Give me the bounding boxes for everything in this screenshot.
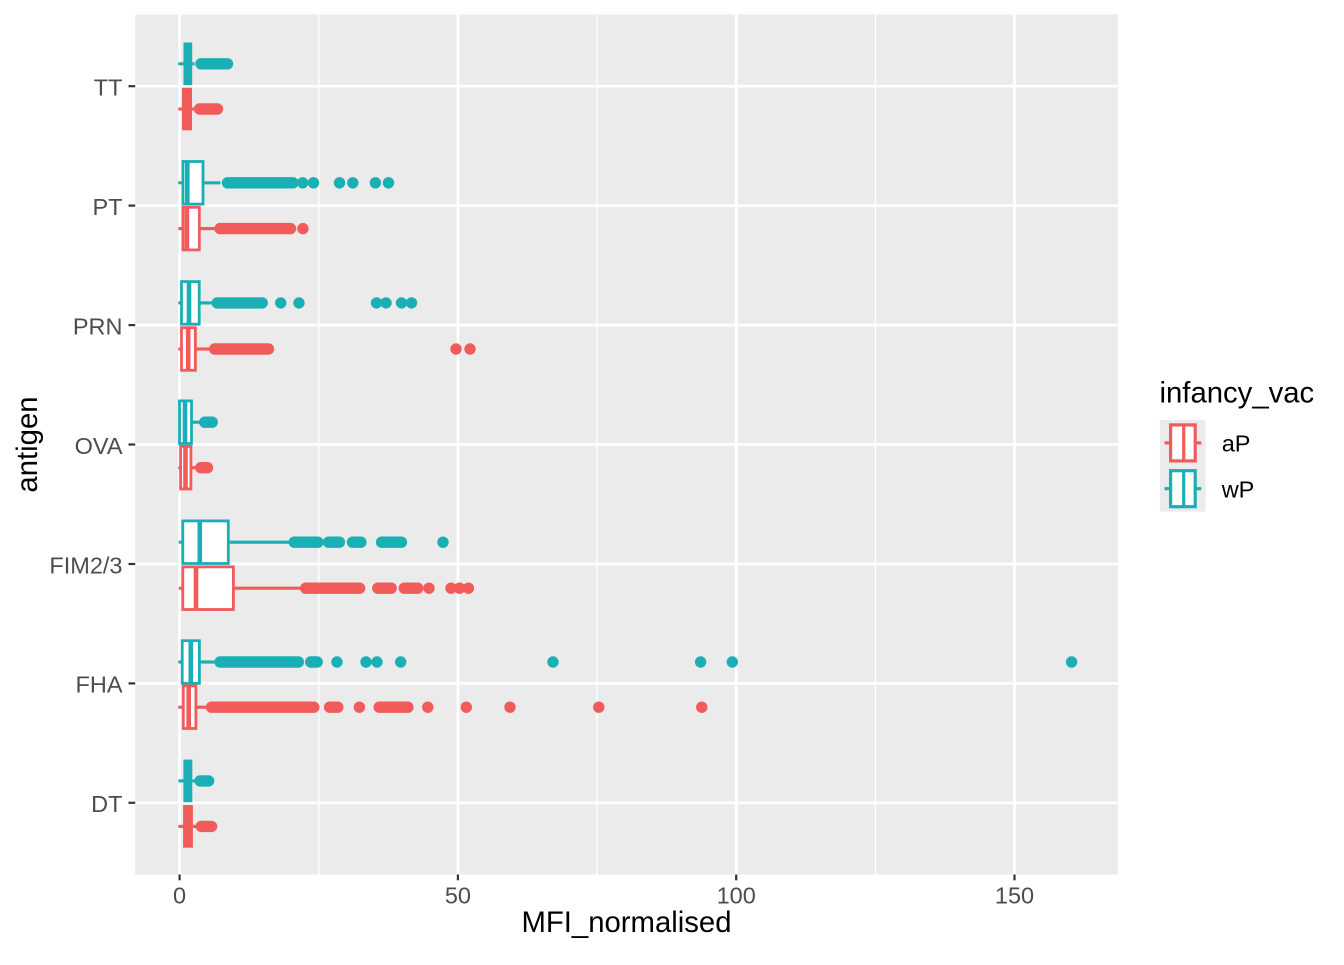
svg-text:100: 100 <box>717 883 756 909</box>
svg-text:antigen: antigen <box>11 396 44 492</box>
svg-text:wP: wP <box>1221 477 1255 503</box>
svg-text:OVA: OVA <box>75 433 123 459</box>
svg-text:50: 50 <box>445 883 471 909</box>
svg-text:PT: PT <box>92 194 122 220</box>
svg-text:aP: aP <box>1222 430 1251 456</box>
svg-text:PRN: PRN <box>73 313 123 339</box>
svg-text:FHA: FHA <box>76 672 123 698</box>
svg-text:infancy_vac: infancy_vac <box>1160 377 1315 410</box>
svg-text:0: 0 <box>173 883 186 909</box>
svg-text:MFI_normalised: MFI_normalised <box>521 906 731 939</box>
svg-text:DT: DT <box>91 791 122 817</box>
svg-text:TT: TT <box>94 75 123 101</box>
svg-text:FIM2/3: FIM2/3 <box>49 552 122 578</box>
svg-text:150: 150 <box>995 883 1034 909</box>
